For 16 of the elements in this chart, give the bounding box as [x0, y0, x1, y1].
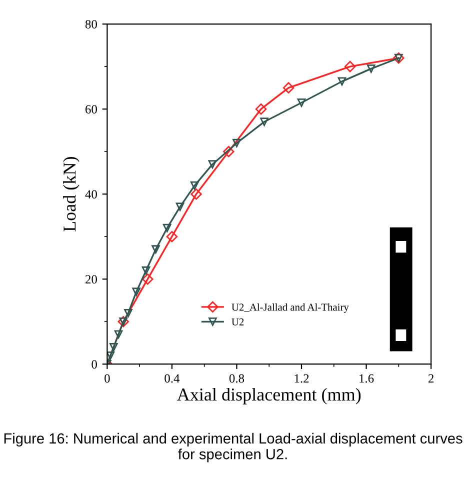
y-tick-label: 20	[86, 275, 97, 284]
x-tick-label: 0.8	[229, 374, 244, 383]
y-tick-label: 80	[85, 20, 97, 29]
x-tick-label: 0	[104, 374, 110, 383]
x-tick-label: 1.6	[360, 374, 374, 383]
x-tick-label: 0.4	[164, 374, 180, 383]
legend-label: U2	[232, 318, 244, 326]
y-tick-label: 0	[92, 360, 97, 369]
y-tick-label: 40	[85, 190, 97, 199]
y-axis-title: Load (kN)	[63, 157, 80, 232]
x-tick-label: 1.2	[294, 374, 309, 383]
y-tick-label: 60	[85, 105, 97, 114]
caption: Figure 16: Numerical and experimental Load-axial displacement curves for specimen U2.	[4, 432, 462, 462]
legend-label: U2_Al-Jallad and Al-Thairy	[232, 303, 349, 313]
x-tick-label: 2	[428, 374, 434, 383]
x-axis-title: Axial displacement (mm)	[177, 388, 361, 404]
